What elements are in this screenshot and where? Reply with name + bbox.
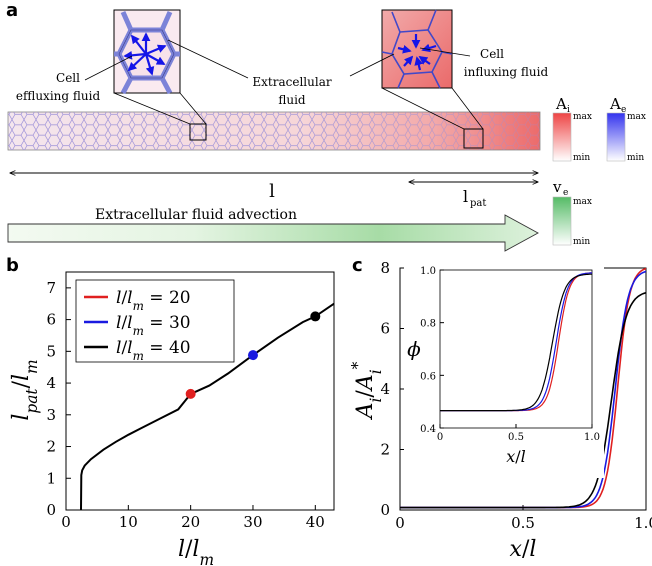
legend-label: l/lm = 20 [116,288,191,313]
zoom-box-right [463,128,484,149]
y-tick-label-c: 2 [380,441,390,459]
y-tick-label-c: 8 [380,259,390,277]
x-tick-label-b: 10 [119,513,138,531]
x-axis-label-b: l/lm [178,537,214,566]
colorbar-ve-min: min [573,237,590,247]
inset-x-tick-label: 0 [437,432,443,443]
y-axis-label-c: Ai/Ai* [349,361,385,420]
y-tick-label-b: 5 [46,342,56,360]
colorbar-ae-sub: e [621,105,626,115]
x-tick-label-b: 40 [306,513,325,531]
zoom-inset-effluxing [113,9,181,95]
legend-label: l/lm = 40 [116,338,191,363]
label-extracellular-1: Extracellular [252,75,331,89]
inset-series-line [440,273,592,412]
x-tick-label-c: 0.5 [511,514,535,532]
y-tick-label-b: 6 [46,311,56,329]
inset-x-tick-label: 1.0 [584,432,600,443]
colorbar-ai-title: A [555,95,567,113]
inset-y-tick-label: 0.8 [420,319,436,330]
y-tick-label-b: 1 [46,469,56,487]
colorbar-ve: v e max min [552,178,592,247]
tissue-strip [7,111,541,151]
x-axis-label-c: x/l [510,537,537,562]
colorbar-ai-min: min [573,153,590,163]
series-line-b [80,302,335,511]
y-tick-label-b: 2 [46,438,56,456]
length-lpat-label: l [463,187,468,206]
advection-arrow: Extracellular fluid advection [7,207,539,252]
label-extracellular-2: fluid [278,93,306,107]
y-tick-label-c: 4 [380,380,390,398]
y-tick-label-b: 7 [46,279,56,297]
y-tick-label-b: 4 [46,374,56,392]
y-tick-label-b: 0 [46,501,56,519]
colorbar-ai-sub: i [567,105,570,115]
colorbar-ve-title: v [552,178,562,196]
data-point [310,311,321,322]
inset-y-tick-label: 0.6 [420,371,436,382]
inset-y-tick-label: 0.4 [420,424,436,435]
x-tick-label-c: 0 [395,514,405,532]
advection-label: Extracellular fluid advection [95,207,297,223]
length-lpat-arrow: l pat [409,182,538,209]
colorbar-ve-sub: e [563,188,568,198]
series-line-c [400,291,647,509]
colorbar-ae-title: A [609,95,621,113]
length-l-arrow: l [10,173,538,202]
label-cell-influxing-1: Cell [480,47,504,61]
label-cell-influxing-2: influxing fluid [464,65,549,79]
x-tick-label-b: 0 [61,513,71,531]
panel-letter-b: b [6,255,19,276]
x-tick-label-c: 1.0 [634,514,652,532]
colorbar-ae-max: max [627,112,646,122]
y-tick-label-b: 3 [46,406,56,424]
panel-letter-c: c [352,255,363,276]
x-tick-label-b: 30 [243,513,262,531]
plot-frame-b [65,271,335,511]
label-cell-effluxing-2: effluxing fluid [16,89,101,103]
length-lpat-sub: pat [470,198,486,209]
length-l-label: l [269,181,275,202]
inset-x-tick-label: 0.5 [508,432,524,443]
colorbar-ae-min: min [627,153,644,163]
colorbar-ai-max: max [573,112,592,122]
inset-x-axis-label: x/l [506,447,526,466]
x-tick-label-b: 20 [181,513,200,531]
panel-letter-a: a [6,0,19,21]
zoom-box-left [189,123,207,141]
colorbar-ve-max: max [573,197,592,207]
colorbar-ai: A i max min [552,95,592,163]
inset-y-axis-label: ϕ [407,337,421,361]
legend-label: l/lm = 30 [116,313,191,338]
y-tick-label-c: 0 [380,501,390,519]
inset-y-tick-label: 1.0 [420,266,436,277]
y-tick-label-c: 6 [380,320,390,338]
data-point [185,388,196,399]
colorbar-ae: A e max min [606,95,646,163]
inset-frame [439,269,593,429]
zoom-inset-influxing [381,9,453,89]
data-point [247,350,258,361]
y-axis-label-b: lpat/lm [9,359,41,420]
label-cell-effluxing-1: Cell [56,71,80,85]
